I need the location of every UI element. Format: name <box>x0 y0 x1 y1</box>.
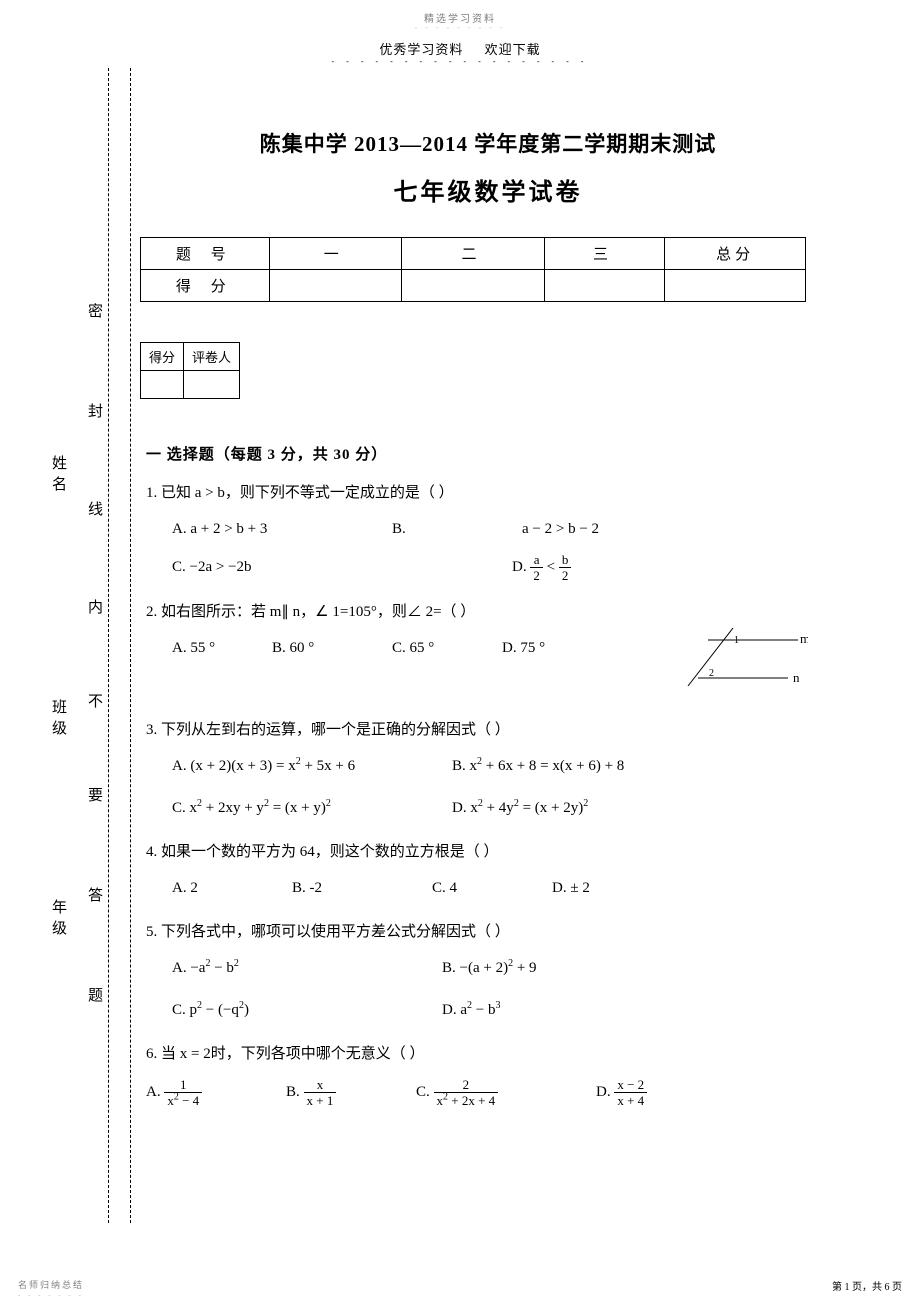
side-da: 答 <box>88 884 103 905</box>
q3-opt-a: A. (x + 2)(x + 3) = x2 + 5x + 6 <box>172 751 452 781</box>
question-6: 6. 当 x = 2时，下列各项中哪个无意义（ ） <box>146 1041 840 1067</box>
q1d-lt: < <box>547 559 555 575</box>
score-h-3: 三 <box>544 238 664 270</box>
q1d-frac2-num: b <box>559 552 572 568</box>
question-1-options: A. a + 2 > b + 3 B. a − 2 > b − 2 C. −2a… <box>172 514 840 583</box>
side-feng: 封 <box>88 400 103 421</box>
q5-opt-b: B. −(a + 2)2 + 9 <box>442 953 537 983</box>
seal-line-outer <box>108 68 109 1223</box>
score-r-1 <box>269 270 402 302</box>
q1d-frac1-den: 2 <box>530 568 543 583</box>
side-class: 班级 <box>52 696 67 738</box>
q5-opt-d: D. a2 − b3 <box>442 995 500 1025</box>
q2-opt-d: D. 75 ° <box>502 633 545 663</box>
q5-opt-a: A. −a2 − b2 <box>172 953 442 983</box>
side-ti: 题 <box>88 984 103 1005</box>
question-3: 3. 下列从左到右的运算，哪一个是正确的分解因式（ ） <box>146 717 840 743</box>
score-h-2: 二 <box>402 238 545 270</box>
score-r-total <box>665 270 806 302</box>
q1-d-label: D. <box>512 559 527 575</box>
q6-opt-c: C. 2x2 + 2x + 4 <box>416 1077 596 1108</box>
q6-opt-b: B. xx + 1 <box>286 1077 416 1108</box>
side-grade: 年级 <box>52 896 67 938</box>
header-dashed: - - - - - - - - - - - - - - - - - - <box>0 58 920 66</box>
question-6-options: A. 1x2 − 4 B. xx + 1 C. 2x2 + 2x + 4 D. … <box>146 1077 840 1108</box>
school-title: 陈集中学 2013—2014 学年度第二学期期末测试 <box>136 128 840 158</box>
side-yao: 要 <box>88 784 103 805</box>
q2-figure: 1 2 m n <box>678 628 808 698</box>
question-5-options: A. −a2 − b2 B. −(a + 2)2 + 9 C. p2 − (−q… <box>172 953 840 1025</box>
q5-opt-c: C. p2 − (−q2) <box>172 995 442 1025</box>
q1d-frac2-den: 2 <box>559 568 572 583</box>
section-1-title: 一 选择题（每题 3 分，共 30 分） <box>146 443 840 464</box>
grader-table: 得分 评卷人 <box>140 342 240 399</box>
q1d-frac1-num: a <box>530 552 543 568</box>
q6-opt-d: D. x − 2x + 4 <box>596 1077 647 1108</box>
footer-right: 第 1 页，共 6 页 <box>832 1278 902 1293</box>
fig-label-2: 2 <box>709 668 714 679</box>
q2-opt-c: C. 65 ° <box>392 633 502 663</box>
paper-title: 七年级数学试卷 <box>136 172 840 207</box>
score-r-label: 得 分 <box>141 270 270 302</box>
score-r-3 <box>544 270 664 302</box>
question-4-options: A. 2 B. -2 C. 4 D. ± 2 <box>172 873 840 903</box>
q1-opt-a: A. a + 2 > b + 3 <box>172 514 392 544</box>
q6-opt-a: A. 1x2 − 4 <box>146 1077 286 1108</box>
q3-opt-c: C. x2 + 2xy + y2 = (x + y)2 <box>172 793 452 823</box>
fig-label-1: 1 <box>734 635 739 646</box>
question-1: 1. 已知 a > b，则下列不等式一定成立的是（ ） <box>146 480 840 506</box>
seal-line-inner <box>130 68 131 1223</box>
question-4: 4. 如果一个数的平方为 64，则这个数的立方根是（ ） <box>146 839 840 865</box>
q1-opt-b-label: B. <box>392 514 522 544</box>
score-table: 题 号 一 二 三 总分 得 分 <box>140 237 806 302</box>
header-sub: 优秀学习资料 欢迎下载 <box>0 31 920 58</box>
side-xian: 线 <box>88 498 103 519</box>
question-3-options: A. (x + 2)(x + 3) = x2 + 5x + 6 B. x2 + … <box>172 751 840 823</box>
q1-opt-d: D. a2 < b2 <box>512 552 571 583</box>
grader-score-label: 得分 <box>141 343 184 371</box>
score-h-1: 一 <box>269 238 402 270</box>
q4-opt-a: A. 2 <box>172 873 292 903</box>
score-r-2 <box>402 270 545 302</box>
q4-opt-c: C. 4 <box>432 873 552 903</box>
q1-opt-b: a − 2 > b − 2 <box>522 514 599 544</box>
fig-label-n: n <box>793 670 800 685</box>
q3-opt-b: B. x2 + 6x + 8 = x(x + 6) + 8 <box>452 751 624 781</box>
q4-opt-b: B. -2 <box>292 873 432 903</box>
question-5: 5. 下列各式中，哪项可以使用平方差公式分解因式（ ） <box>146 919 840 945</box>
score-h-total: 总分 <box>665 238 806 270</box>
question-2: 2. 如右图所示：若 m∥ n，∠ 1=105°，则∠ 2=（ ） <box>146 599 840 625</box>
header-tiny: 精选学习资料 <box>0 0 920 25</box>
side-nei: 内 <box>88 596 103 617</box>
side-bu: 不 <box>88 690 103 711</box>
q2-opt-b: B. 60 ° <box>272 633 392 663</box>
side-mi: 密 <box>88 300 103 321</box>
q3-opt-d: D. x2 + 4y2 = (x + 2y)2 <box>452 793 588 823</box>
grader-score-cell <box>141 371 184 399</box>
grader-name-label: 评卷人 <box>184 343 240 371</box>
q1-opt-c: C. −2a > −2b <box>172 552 512 583</box>
footer-left: 名师归纳总结 <box>18 1278 84 1291</box>
grader-name-cell <box>184 371 240 399</box>
q2-opt-a: A. 55 ° <box>172 633 272 663</box>
q4-opt-d: D. ± 2 <box>552 873 590 903</box>
footer-left-dots: - - - - - - - <box>18 1291 84 1299</box>
side-name: 姓名 <box>52 452 67 494</box>
score-h-num: 题 号 <box>141 238 270 270</box>
fig-label-m: m <box>800 631 808 646</box>
